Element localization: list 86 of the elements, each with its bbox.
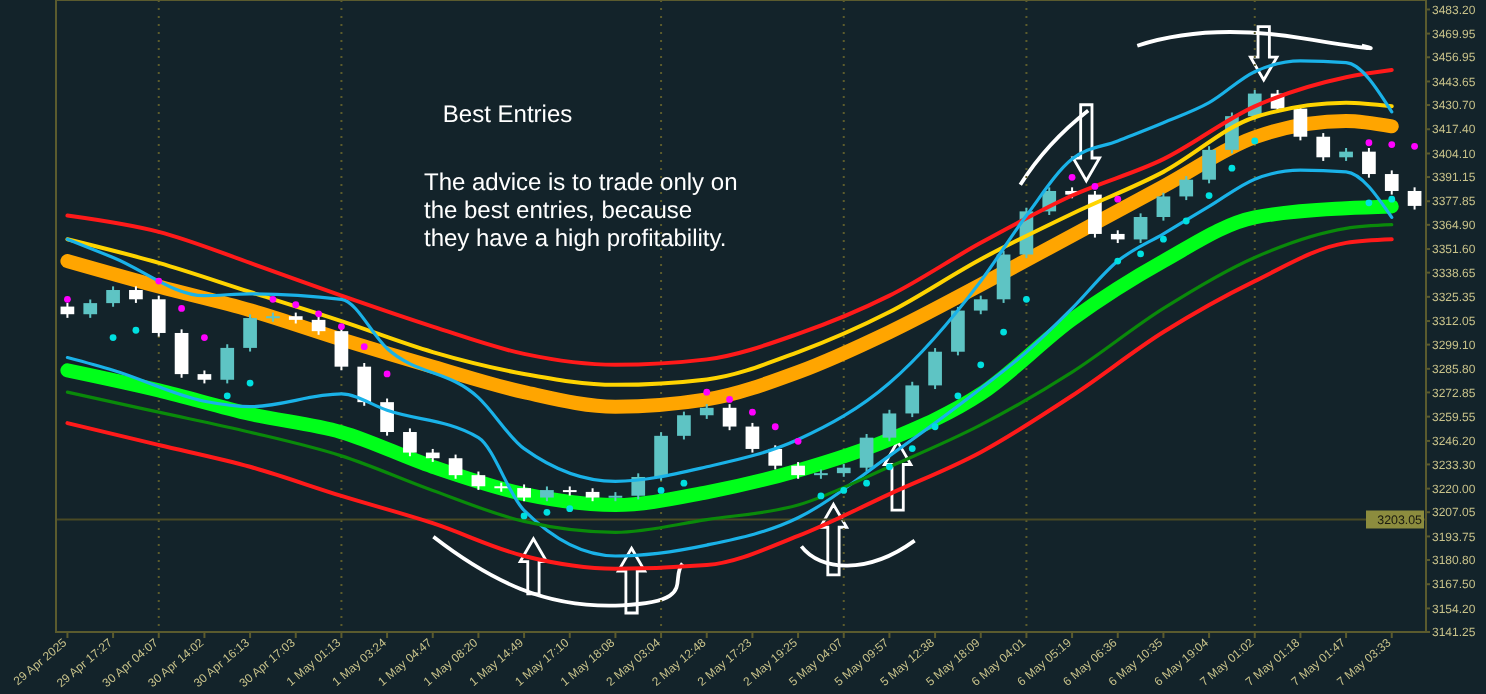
point: [1228, 164, 1236, 172]
point: [954, 392, 962, 400]
point: [1205, 192, 1213, 199]
annotation: The advice is to trade only on: [423, 168, 738, 197]
point: [1411, 142, 1418, 150]
candlestick: [722, 403, 737, 432]
candlestick: [768, 444, 783, 471]
point: [1182, 217, 1190, 225]
point: [1388, 141, 1396, 148]
point: [1091, 183, 1099, 190]
candlestick: [403, 427, 417, 458]
candlestick: [1156, 191, 1171, 222]
candlestick: [1179, 175, 1194, 202]
point: [1000, 328, 1007, 336]
point: [908, 445, 916, 452]
candlestick: [380, 397, 394, 437]
candlestick: [905, 380, 920, 419]
point: [543, 508, 551, 516]
candlestick: [1407, 186, 1422, 211]
point: [817, 492, 825, 500]
candlestick: [928, 347, 942, 391]
point: [64, 295, 71, 303]
candlestick: [1293, 104, 1308, 142]
candlestick: [1133, 212, 1148, 245]
point: [840, 487, 848, 494]
point: [292, 301, 300, 309]
candlestick: [1316, 132, 1331, 162]
candlestick: [357, 362, 372, 407]
candlestick: [243, 313, 257, 353]
candlestick: [1384, 169, 1399, 196]
point: [269, 295, 277, 303]
point: [1365, 139, 1373, 147]
point: [223, 392, 231, 400]
point: [977, 361, 985, 369]
candlestick: [174, 328, 189, 379]
candlestick: [677, 410, 691, 441]
point: [155, 277, 163, 285]
point: [1251, 137, 1259, 145]
point: [1114, 195, 1122, 203]
candlestick: [106, 285, 120, 308]
annotation: Best Entries: [442, 99, 573, 128]
point: [749, 408, 756, 416]
point: [1068, 173, 1076, 181]
candlestick: [882, 408, 897, 443]
candlestick: [996, 249, 1011, 304]
point: [771, 423, 779, 431]
annotation: they have a high profitability.: [423, 224, 727, 253]
candlestick: [220, 343, 235, 385]
point: [109, 334, 117, 341]
point: [680, 479, 688, 487]
point: [201, 334, 208, 341]
candlestick: [745, 421, 760, 454]
candlestick: [448, 453, 463, 480]
point: [657, 487, 665, 494]
point: [566, 505, 574, 513]
candlestick: [471, 470, 486, 491]
point: [315, 310, 322, 318]
point: [1114, 257, 1122, 265]
point: [132, 326, 140, 334]
point: [726, 396, 733, 403]
point: [246, 379, 254, 387]
candlestick: [334, 326, 349, 372]
point: [863, 479, 870, 487]
candlestick: [859, 433, 874, 473]
point: [1023, 295, 1030, 303]
point: [794, 437, 802, 445]
point: [360, 343, 368, 351]
candlestick: [1202, 145, 1216, 185]
candlestick: [1362, 147, 1376, 179]
point: [1388, 195, 1396, 203]
point: [338, 323, 345, 330]
point: [520, 512, 528, 520]
candlestick: [83, 298, 98, 319]
candlestick: [951, 305, 965, 357]
candlestick: [973, 294, 988, 316]
candlestick: [654, 431, 668, 482]
point: [1365, 199, 1373, 207]
point: [703, 388, 711, 396]
point: [383, 370, 391, 378]
point: [178, 305, 185, 312]
point: [931, 423, 939, 431]
point: [1137, 250, 1144, 258]
annotation: the best entries, because: [423, 196, 693, 225]
point: [886, 463, 893, 471]
candlestick: [151, 294, 166, 338]
point: [1160, 235, 1167, 243]
